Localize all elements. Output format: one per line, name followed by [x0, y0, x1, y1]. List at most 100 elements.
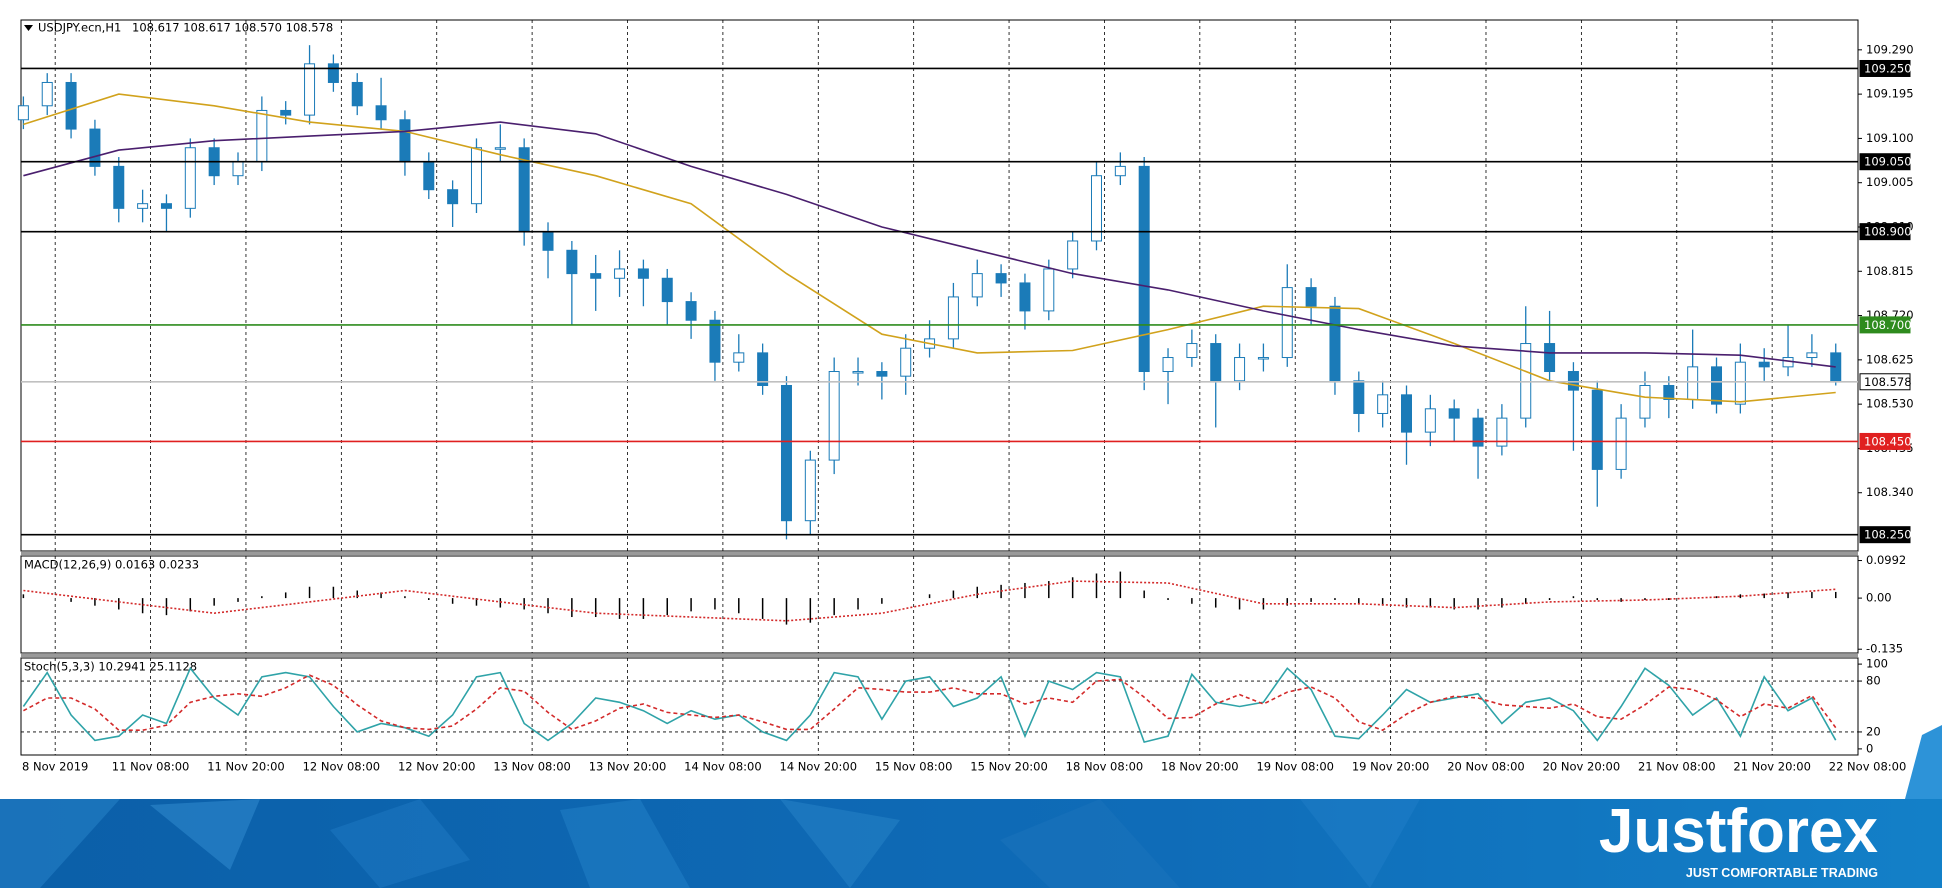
candle-body — [709, 319, 721, 363]
candle-body — [995, 273, 1007, 284]
indicator-line — [23, 93, 1836, 403]
candle-body — [1186, 343, 1198, 359]
stoch-title: Stoch(5,3,3) 10.2941 25.1128 — [24, 660, 197, 674]
y-tick-label: 108.625 — [1866, 352, 1914, 366]
banner-shape — [1000, 799, 1180, 888]
x-tick-label: 18 Nov 08:00 — [1066, 760, 1144, 774]
candle-body — [1806, 352, 1818, 359]
level-label-box — [1859, 153, 1911, 171]
y-tick-label: 109.005 — [1866, 175, 1914, 189]
candle-body — [1019, 282, 1031, 312]
banner-shape — [150, 799, 260, 870]
x-tick-label: 12 Nov 08:00 — [303, 760, 381, 774]
x-tick-label: 21 Nov 20:00 — [1733, 760, 1811, 774]
candle-body — [232, 161, 244, 177]
banner-shape — [780, 799, 900, 888]
candle-body — [327, 63, 339, 83]
banner-shape — [330, 799, 470, 888]
candle-body — [661, 277, 673, 303]
x-tick-label: 21 Nov 08:00 — [1638, 760, 1716, 774]
corner-shape — [1905, 725, 1942, 799]
candle-body — [399, 119, 411, 163]
y-tick-label: 109.290 — [1866, 42, 1914, 56]
candle-body — [447, 189, 459, 205]
y-tick-label: 108.340 — [1866, 485, 1914, 499]
candle-body — [1448, 408, 1460, 419]
candle-body — [876, 371, 888, 377]
indicator-line — [22, 666, 1837, 744]
candle-body — [1734, 361, 1746, 405]
candle-body — [1281, 287, 1293, 359]
candle-body — [614, 268, 626, 279]
candle-body — [1090, 175, 1102, 242]
candle-body — [375, 105, 387, 121]
y-tick-label: 109.100 — [1866, 131, 1914, 145]
x-tick-label: 12 Nov 20:00 — [398, 760, 476, 774]
candle-body — [900, 347, 912, 377]
level-label: 109.050 — [1864, 155, 1912, 169]
x-tick-label: 13 Nov 08:00 — [493, 760, 571, 774]
y-tick-label: 109.195 — [1866, 87, 1914, 101]
candle-body — [89, 128, 101, 167]
level-label: 108.578 — [1864, 375, 1912, 389]
x-tick-label: 19 Nov 08:00 — [1256, 760, 1334, 774]
candle-body — [971, 273, 983, 298]
y-tick-label: 100 — [1866, 657, 1888, 671]
x-tick-label: 15 Nov 20:00 — [970, 760, 1048, 774]
candle-body — [947, 296, 959, 340]
candle-body — [1067, 240, 1079, 270]
y-tick-label: 20 — [1866, 724, 1881, 738]
stoch-frame — [20, 657, 1859, 756]
x-tick-label: 13 Nov 20:00 — [589, 760, 667, 774]
candle-body — [852, 371, 864, 374]
banner: Justforex JUST COMFORTABLE TRADING — [0, 725, 1942, 888]
y-tick-label: -0.135 — [1866, 642, 1903, 656]
macd-frame — [20, 555, 1859, 654]
price-frame — [20, 19, 1859, 552]
indicator-line — [23, 121, 1836, 368]
candle-body — [1043, 268, 1055, 312]
brand-tagline: JUST COMFORTABLE TRADING — [1686, 866, 1878, 880]
x-tick-label: 11 Nov 08:00 — [112, 760, 190, 774]
candle-body — [757, 352, 769, 386]
brand-logo: Justforex — [1599, 797, 1879, 866]
candle-body — [17, 105, 29, 121]
y-tick-label: 108.815 — [1866, 264, 1914, 278]
candle-body — [1520, 343, 1532, 419]
candle-body — [590, 273, 602, 279]
candle-body — [494, 147, 506, 150]
candle-body — [137, 203, 149, 209]
candle-body — [1472, 417, 1484, 447]
x-tick-label: 8 Nov 2019 — [22, 760, 88, 774]
x-tick-label: 20 Nov 20:00 — [1543, 760, 1621, 774]
candle-body — [423, 161, 435, 191]
x-tick-label: 20 Nov 08:00 — [1447, 760, 1525, 774]
candle-body — [733, 352, 745, 363]
candle-body — [1663, 384, 1675, 400]
candle-body — [1591, 389, 1603, 470]
candle-body — [65, 81, 77, 130]
candle-body — [1305, 287, 1317, 307]
candle-body — [351, 81, 363, 107]
level-label: 108.450 — [1864, 434, 1912, 448]
indicator-line — [23, 674, 1837, 732]
level-label-box — [1859, 373, 1911, 391]
candle-body — [637, 268, 649, 279]
x-tick-label: 22 Nov 08:00 — [1829, 760, 1907, 774]
candle-body — [1138, 165, 1150, 373]
candle-body — [1257, 357, 1269, 360]
y-tick-label: 108.530 — [1866, 397, 1914, 411]
candle-body — [470, 147, 482, 205]
candle-body — [542, 231, 554, 251]
candle-body — [566, 249, 578, 275]
level-label-box — [1859, 316, 1911, 334]
candle-body — [1496, 417, 1508, 447]
candle-body — [41, 81, 53, 107]
x-tick-label: 14 Nov 08:00 — [684, 760, 762, 774]
candle-body — [1544, 343, 1556, 373]
indicator-line — [23, 580, 1836, 622]
candle-body — [1615, 417, 1627, 470]
candle-body — [685, 301, 697, 321]
candle-body — [1830, 352, 1842, 383]
symbol-dropdown[interactable] — [24, 25, 33, 31]
